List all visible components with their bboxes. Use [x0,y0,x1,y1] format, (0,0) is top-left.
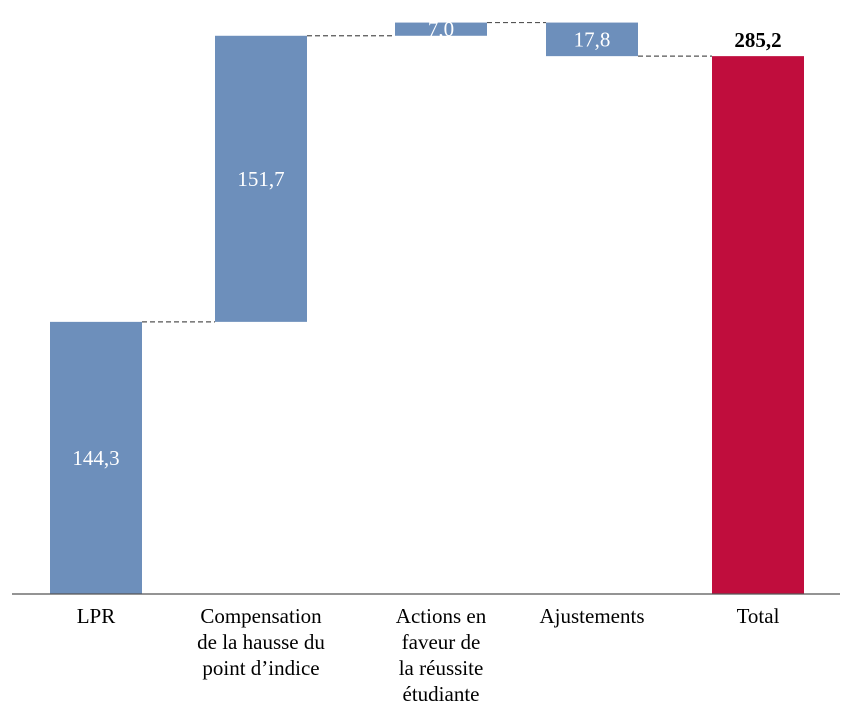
bar-4 [546,22,638,57]
x-tick-label-2: Compensation de la hausse du point d’indic… [176,603,346,681]
data-label-1: 144,3 [72,446,119,470]
connectors-layer [142,21,712,323]
x-tick-label-4: Ajustements [507,603,677,629]
x-tick-label-line: Compensation [200,604,322,628]
x-tick-label-line: point d’indice [202,656,320,680]
bar-5 [712,56,804,595]
x-tick-label-line: de la hausse du [197,630,325,654]
x-tick-label-3: Actions en faveur de la réussite étudiante [356,603,526,707]
x-tick-label-line: Ajustements [539,604,645,628]
x-tick-label-line: étudiante [402,682,480,706]
data-label-3: 7,0 [428,17,454,41]
bar-3 [395,22,487,36]
x-tick-label-5: Total [673,603,843,629]
data-label-2: 151,7 [237,167,284,191]
data-labels-layer: 144,3 151,7 7,0 17,8 285,2 [72,17,781,470]
data-label-4: 17,8 [574,27,611,51]
x-tick-label-line: la réussite [398,656,484,680]
x-tick-label-line: faveur de [401,630,481,654]
data-label-5: 285,2 [734,28,781,52]
x-tick-label-1: LPR [11,603,181,629]
bar-1 [50,321,142,594]
x-tick-label-line: LPR [76,604,116,628]
x-tick-label-line: Total [736,604,780,628]
bars-layer [50,22,804,595]
x-tick-label-line: Actions en [395,604,487,628]
bar-2 [215,35,307,322]
